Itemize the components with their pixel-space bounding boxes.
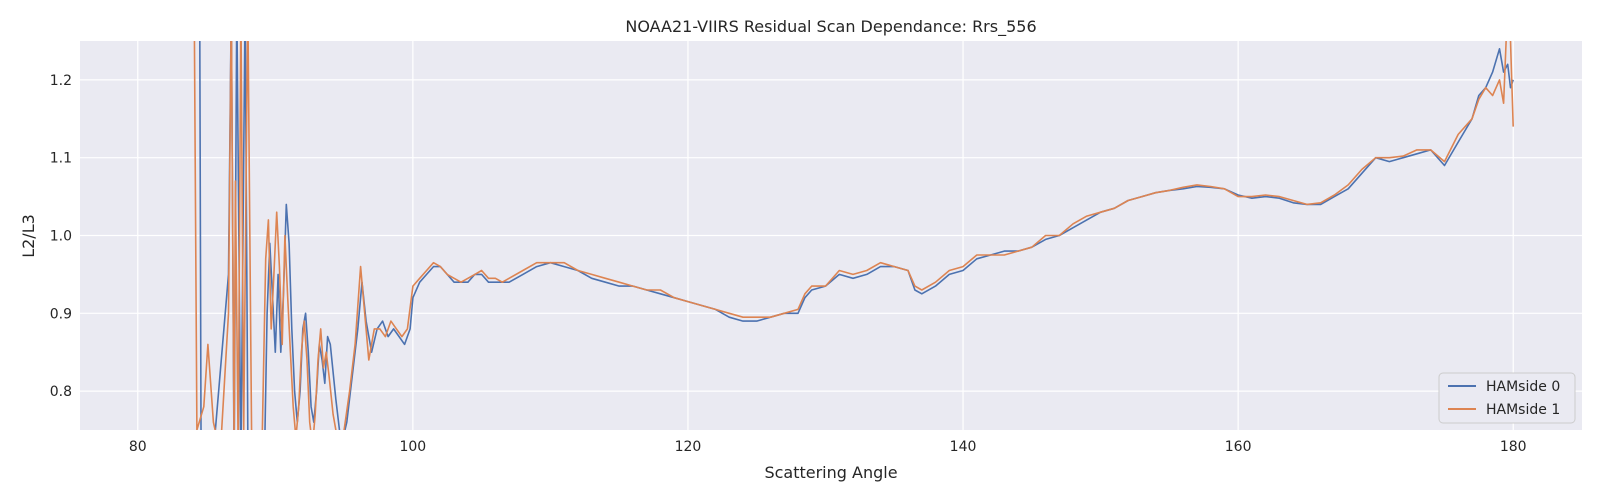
y-axis-label: L2/L3 [19,214,38,258]
x-tick-label: 160 [1225,439,1252,455]
chart-title: NOAA21-VIIRS Residual Scan Dependance: R… [625,17,1036,37]
legend: HAMside 0 HAMside 1 [1438,372,1576,424]
y-tick-label: 0.8 [50,384,72,400]
tick-labels: 80 100 120 140 160 180 0.8 0.9 1.0 1.1 1.2 [50,73,1527,455]
y-tick-label: 1.1 [50,151,72,167]
legend-label-hamside-0: HAMside 0 [1486,379,1560,395]
x-axis-label: Scattering Angle [764,463,897,482]
x-tick-label: 180 [1500,439,1527,455]
y-tick-label: 0.9 [50,306,72,322]
grid-lines [80,41,1582,430]
x-tick-label: 80 [129,439,147,455]
y-tick-label: 1.0 [50,229,72,245]
x-tick-label: 100 [399,439,426,455]
y-tick-label: 1.2 [50,73,72,89]
x-tick-label: 120 [675,439,702,455]
legend-label-hamside-1: HAMside 1 [1486,402,1560,418]
x-tick-label: 140 [950,439,977,455]
series-line-hamside-1 [193,41,1514,430]
series-layer [193,41,1514,430]
